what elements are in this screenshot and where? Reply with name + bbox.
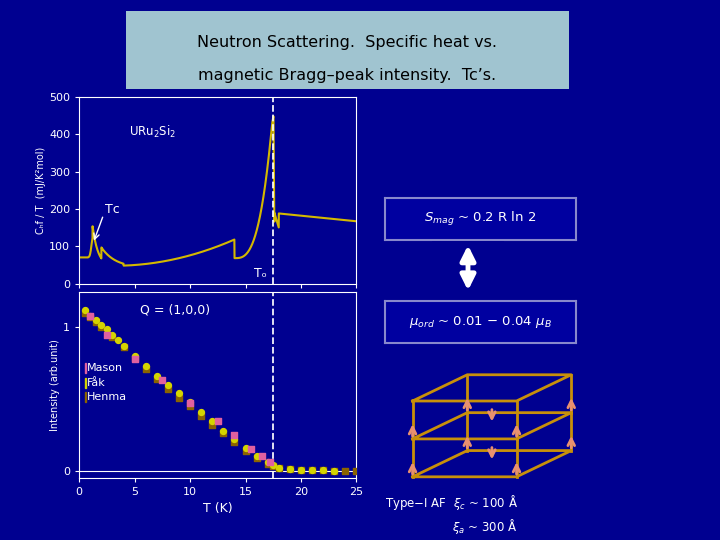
Point: [268, 462, 279, 471]
Point: [184, 399, 196, 408]
X-axis label: T (K): T (K): [203, 503, 233, 516]
Point: [101, 325, 113, 333]
Y-axis label: Cₕf / T  (mJ/K²mol): Cₕf / T (mJ/K²mol): [36, 147, 46, 234]
Point: [107, 330, 118, 339]
Point: [318, 466, 329, 475]
Point: [256, 452, 268, 461]
Point: [251, 454, 262, 462]
Point: [251, 452, 262, 461]
Text: Henma: Henma: [86, 392, 127, 402]
Point: [217, 429, 229, 438]
Point: [207, 421, 218, 429]
Point: [129, 352, 140, 360]
Point: [351, 466, 362, 475]
Text: Tᴄ: Tᴄ: [104, 204, 120, 217]
Text: Type$-$I AF  $\xi_c$ ~ 100 Å: Type$-$I AF $\xi_c$ ~ 100 Å: [385, 492, 518, 511]
Point: [79, 306, 91, 314]
Bar: [85, 392, 86, 402]
Point: [101, 330, 113, 339]
Point: [340, 466, 351, 475]
Point: [229, 430, 240, 439]
Point: [306, 466, 318, 475]
Text: Tₒ: Tₒ: [254, 267, 267, 280]
Point: [240, 443, 251, 452]
Point: [273, 463, 284, 472]
Point: [129, 355, 140, 363]
Point: [79, 309, 91, 318]
Point: [212, 416, 224, 425]
Text: URu$_2$Si$_2$: URu$_2$Si$_2$: [129, 124, 176, 140]
Point: [157, 376, 168, 385]
Point: [195, 412, 207, 421]
Point: [246, 445, 257, 454]
Point: [162, 384, 174, 393]
Bar: [85, 377, 86, 388]
Point: [174, 389, 185, 397]
Point: [129, 353, 140, 362]
Point: [118, 342, 130, 350]
Point: [90, 318, 102, 326]
Text: $S_{mag}$ ~ 0.2 R ln 2: $S_{mag}$ ~ 0.2 R ln 2: [425, 210, 536, 228]
Point: [268, 461, 279, 469]
Point: [229, 438, 240, 447]
Point: [140, 364, 151, 373]
Point: [195, 408, 207, 416]
Text: Mason: Mason: [86, 363, 122, 373]
Point: [284, 465, 296, 474]
Point: [184, 402, 196, 410]
Point: [264, 458, 276, 467]
Text: Fåk: Fåk: [86, 377, 105, 388]
Point: [96, 320, 107, 329]
Point: [207, 416, 218, 425]
Point: [151, 375, 163, 383]
Point: [174, 393, 185, 402]
Point: [295, 465, 307, 474]
Point: [151, 372, 163, 381]
Point: [90, 316, 102, 325]
Point: [328, 466, 340, 475]
Text: $\xi_a$ ~ 300 Å: $\xi_a$ ~ 300 Å: [451, 517, 517, 536]
Point: [140, 362, 151, 370]
Point: [273, 463, 284, 472]
Point: [112, 336, 124, 345]
Bar: [85, 363, 86, 373]
Text: $\mu_{ord}$ ~ 0.01 $-$ 0.04 $\mu_B$: $\mu_{ord}$ ~ 0.01 $-$ 0.04 $\mu_B$: [409, 314, 552, 330]
Point: [262, 459, 274, 468]
Point: [295, 465, 307, 474]
Text: Neutron Scattering.  Specific heat vs.: Neutron Scattering. Specific heat vs.: [197, 35, 498, 50]
Point: [84, 312, 96, 320]
Point: [84, 312, 96, 320]
Text: Q = (1,0,0): Q = (1,0,0): [140, 303, 210, 316]
Text: magnetic Bragg–peak intensity.  Tc’s.: magnetic Bragg–peak intensity. Tc’s.: [198, 68, 497, 83]
Point: [118, 343, 130, 352]
Point: [240, 447, 251, 455]
Point: [284, 465, 296, 474]
Point: [107, 333, 118, 342]
Point: [229, 435, 240, 443]
Point: [318, 466, 329, 475]
Point: [306, 466, 318, 475]
Point: [217, 426, 229, 435]
Point: [96, 323, 107, 332]
Point: [262, 458, 274, 467]
Point: [162, 380, 174, 389]
Y-axis label: Intensity (arb.unit): Intensity (arb.unit): [50, 339, 60, 431]
Point: [84, 313, 96, 322]
Point: [328, 466, 340, 475]
Point: [184, 397, 196, 406]
